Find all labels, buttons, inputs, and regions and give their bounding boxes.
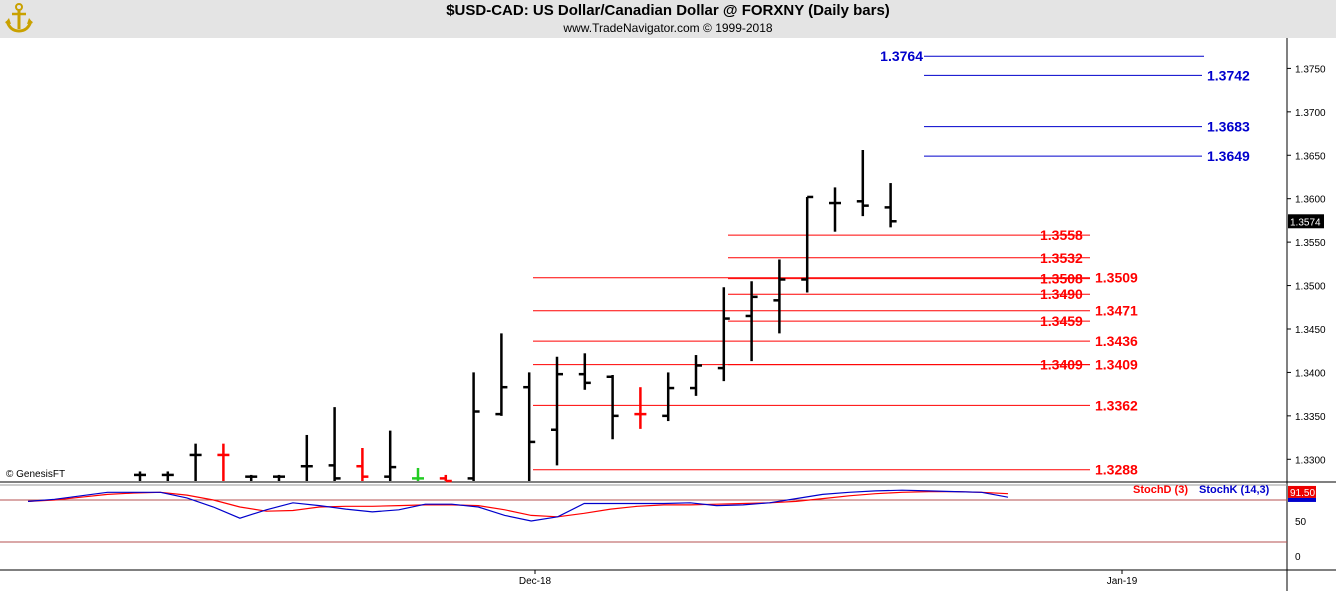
level-label-1.3471: 1.3471: [1095, 303, 1138, 319]
level-label-1.3409: 1.3409: [1095, 357, 1138, 373]
price-tick-label: 1.3450: [1295, 325, 1326, 336]
stoch-series-line: [27, 489, 1009, 522]
stoch-tick-label: 0: [1295, 552, 1301, 563]
copyright-label: © GenesisFT: [4, 469, 68, 480]
price-tick-label: 1.3700: [1295, 108, 1326, 119]
chart-area: 1.3764 1.3742 1.3683 1.3649 1.3558 1.3532 1.35…: [0, 38, 1336, 591]
stoch-legend-k: StochK (14,3): [1199, 484, 1270, 496]
level-label-1.3490: 1.3490: [1040, 286, 1083, 302]
level-label-1.3683: 1.3683: [1207, 119, 1250, 135]
level-label-1.3649: 1.3649: [1207, 148, 1250, 164]
level-label-1.3436: 1.3436: [1095, 333, 1138, 349]
chart-title: $USD-CAD: US Dollar/Canadian Dollar @ FO…: [446, 2, 890, 19]
stoch-tick-label: 50: [1295, 517, 1307, 528]
price-tick-label: 1.3750: [1295, 64, 1326, 75]
stoch-last-marker: [1288, 485, 1316, 498]
level-label-1.3508: 1.3508: [1040, 271, 1083, 287]
anchor-logo-icon: [2, 1, 36, 35]
level-label-1.3459: 1.3459: [1040, 313, 1083, 329]
level-label-1.3532: 1.3532: [1040, 250, 1083, 266]
stoch-last-marker-k: [1288, 497, 1316, 502]
price-tick-label: 1.3550: [1295, 238, 1326, 249]
level-label-1.3742: 1.3742: [1207, 67, 1250, 83]
price-tick-label: 1.3300: [1295, 455, 1326, 466]
price-tick-label: 1.3650: [1295, 151, 1326, 162]
chart-subtitle: www.TradeNavigator.com © 1999-2018: [563, 21, 773, 35]
price-tick-label: 1.3400: [1295, 368, 1326, 379]
stoch-legend-d: StochD (3): [1133, 484, 1188, 496]
chart-header: $USD-CAD: US Dollar/Canadian Dollar @ FO…: [0, 0, 1336, 38]
price-tick-label: 1.3600: [1295, 195, 1326, 206]
level-label-1.3288: 1.3288: [1095, 462, 1138, 478]
last-price-marker: [1288, 214, 1324, 229]
level-label-1.3362: 1.3362: [1095, 397, 1138, 413]
stoch-last-value: 91.50: [1290, 488, 1315, 499]
price-tick-label: 1.3500: [1295, 282, 1326, 293]
date-tick-label: Jan-19: [1107, 576, 1138, 587]
last-price-label: 1.3574: [1290, 217, 1321, 228]
level-label-1.3764: 1.3764: [880, 48, 923, 64]
date-tick-label: Dec-18: [519, 576, 552, 587]
level-label-1.3558: 1.3558: [1040, 227, 1083, 243]
price-tick-label: 1.3350: [1295, 412, 1326, 423]
level-label-1.3509: 1.3509: [1095, 270, 1138, 286]
stoch-series-line: [27, 491, 1009, 518]
